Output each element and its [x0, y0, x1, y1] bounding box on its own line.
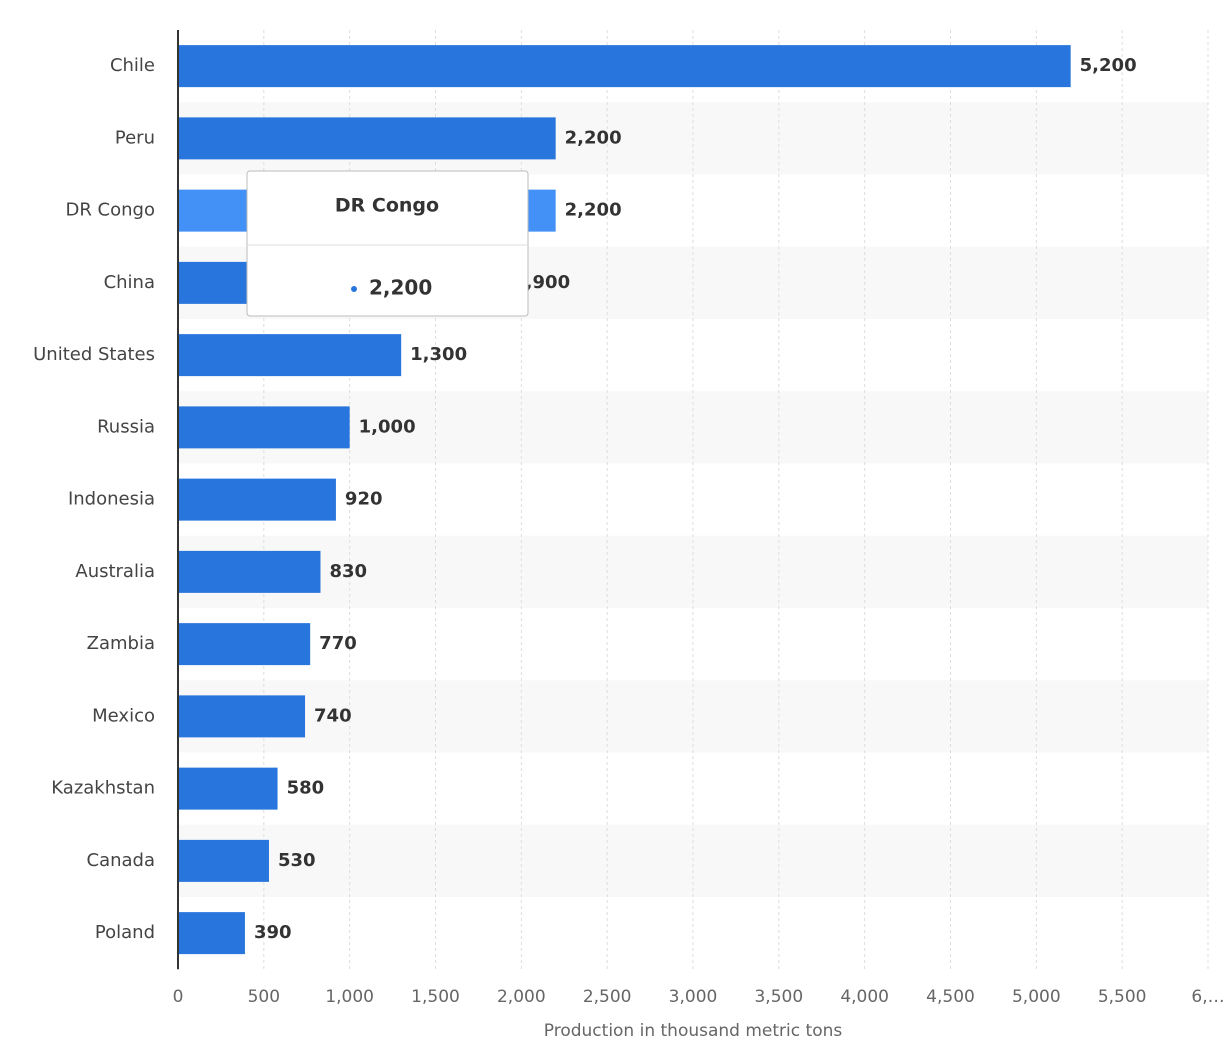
- bar: [178, 334, 402, 377]
- y-tick-label: Poland: [95, 922, 155, 943]
- x-tick-label: 4,000: [840, 987, 889, 1007]
- x-tick-label: 500: [248, 987, 280, 1007]
- x-tick-label: 3,000: [669, 987, 718, 1007]
- x-tick-label: 0: [173, 987, 184, 1007]
- bar: [178, 767, 278, 810]
- data-label: 740: [314, 705, 352, 726]
- data-label: 830: [329, 561, 367, 582]
- y-tick-label: Australia: [75, 561, 155, 582]
- y-tick-label: DR Congo: [65, 200, 155, 221]
- bar: [178, 695, 306, 738]
- data-label: 770: [319, 633, 357, 654]
- y-tick-label: Kazakhstan: [51, 778, 155, 799]
- y-tick-label: Peru: [115, 127, 155, 148]
- data-label: 2,200: [565, 127, 622, 148]
- tooltip: DR Congo 2,200: [246, 170, 529, 317]
- x-tick-label: 2,000: [497, 987, 546, 1007]
- data-label: 920: [345, 489, 383, 510]
- bar: [178, 912, 245, 955]
- data-label: 530: [278, 850, 316, 871]
- tooltip-box: [246, 170, 529, 317]
- bar: [178, 550, 321, 593]
- data-label: 580: [287, 778, 325, 799]
- x-tick-label: 4,500: [926, 987, 975, 1007]
- y-tick-label: Russia: [97, 416, 155, 437]
- tooltip-title: DR Congo: [335, 195, 439, 217]
- y-tick-label: Canada: [87, 850, 156, 871]
- x-tick-label: 5,500: [1098, 987, 1147, 1007]
- data-label: 1,000: [359, 416, 416, 437]
- y-tick-label: Zambia: [87, 633, 155, 654]
- data-label: 1,300: [410, 344, 467, 365]
- data-label: 2,200: [565, 200, 622, 221]
- y-tick-label: Indonesia: [68, 489, 155, 510]
- tooltip-dot: [351, 286, 357, 292]
- x-tick-label: 6,…: [1191, 987, 1224, 1007]
- data-label: 390: [254, 922, 292, 943]
- x-tick-label: 2,500: [583, 987, 632, 1007]
- y-tick-label: Mexico: [92, 705, 155, 726]
- bar: [178, 623, 311, 666]
- y-tick-label: United States: [33, 344, 155, 365]
- y-tick-label: China: [104, 272, 155, 293]
- x-tick-label: 1,000: [325, 987, 374, 1007]
- x-tick-label: 5,000: [1012, 987, 1061, 1007]
- bar: [178, 839, 269, 882]
- x-axis-label: Production in thousand metric tons: [544, 1021, 843, 1041]
- bar: [178, 406, 350, 449]
- data-label: 5,200: [1080, 55, 1137, 76]
- x-tick-label: 3,500: [754, 987, 803, 1007]
- y-tick-label: Chile: [110, 55, 155, 76]
- bar: [178, 45, 1071, 88]
- x-tick-label: 1,500: [411, 987, 460, 1007]
- tooltip-value: 2,200: [369, 276, 432, 300]
- bar: [178, 117, 556, 160]
- bar: [178, 478, 336, 521]
